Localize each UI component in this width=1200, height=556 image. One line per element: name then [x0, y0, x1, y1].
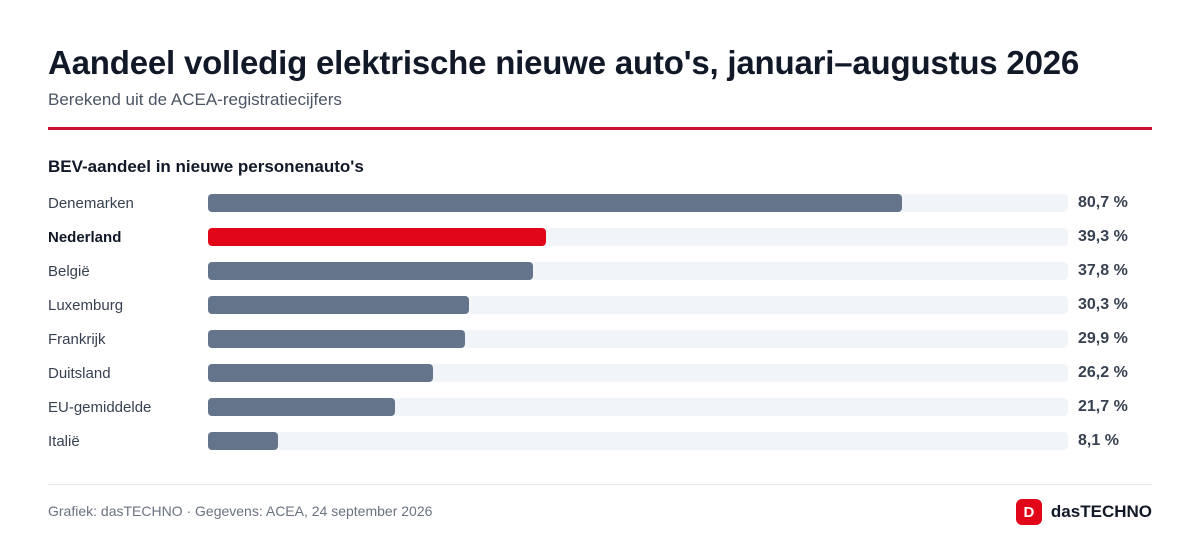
bar: [208, 330, 466, 348]
bar-row: België 37,8 %: [0, 262, 1200, 282]
header-divider: [48, 127, 1152, 130]
value-label: 80,7 %: [1078, 194, 1128, 211]
footer-divider: [48, 484, 1152, 485]
bar: [208, 262, 534, 280]
category-label: Duitsland: [48, 365, 111, 382]
bar-row: Denemarken 80,7 %: [0, 194, 1200, 214]
category-label: EU-gemiddelde: [48, 399, 152, 416]
category-label: Denemarken: [48, 195, 134, 212]
bar-row: Nederland 39,3 %: [0, 228, 1200, 248]
value-label: 8,1 %: [1078, 432, 1119, 449]
bar-track: [208, 398, 1068, 416]
bar-row: Duitsland 26,2 %: [0, 364, 1200, 384]
category-label: België: [48, 263, 90, 280]
bar-track: [208, 364, 1068, 382]
brand-name: dasTECHNO: [1050, 502, 1152, 521]
value-label: 30,3 %: [1078, 296, 1128, 313]
bar: [208, 296, 469, 314]
chart-title: BEV-aandeel in nieuwe personenauto's: [48, 157, 364, 176]
brand: D dasTECHNO: [1015, 499, 1152, 525]
footer-source: Grafiek: dasTECHNO · Gegevens: ACEA, 24 …: [48, 503, 433, 519]
bar: [208, 228, 546, 246]
bar: [208, 398, 395, 416]
bar-track: [208, 330, 1068, 348]
bar-row: Luxemburg 30,3 %: [0, 296, 1200, 316]
bar: [208, 432, 278, 450]
page-title: Aandeel volledig elektrische nieuwe auto…: [48, 44, 1080, 81]
bar-track: [208, 194, 1068, 212]
value-label: 29,9 %: [1078, 330, 1128, 347]
bar-row: Frankrijk 29,9 %: [0, 330, 1200, 350]
bar-track: [208, 296, 1068, 314]
value-label: 21,7 %: [1078, 398, 1128, 415]
bar-track: [208, 262, 1068, 280]
bar-row: Italië 8,1 %: [0, 432, 1200, 452]
category-label: Nederland: [48, 229, 122, 246]
bar: [208, 194, 903, 212]
category-label: Frankrijk: [48, 331, 106, 348]
value-label: 39,3 %: [1078, 228, 1128, 245]
bar-track: [208, 432, 1068, 450]
bar: [208, 364, 434, 382]
category-label: Italië: [48, 433, 80, 450]
page-subtitle: Berekend uit de ACEA-registratiecijfers: [48, 90, 342, 109]
bar-track: [208, 228, 1068, 246]
category-label: Luxemburg: [48, 297, 124, 314]
value-label: 26,2 %: [1078, 364, 1128, 381]
brand-logo-icon: D: [1015, 499, 1042, 525]
value-label: 37,8 %: [1078, 262, 1128, 279]
bar-row: EU-gemiddelde 21,7 %: [0, 398, 1200, 418]
